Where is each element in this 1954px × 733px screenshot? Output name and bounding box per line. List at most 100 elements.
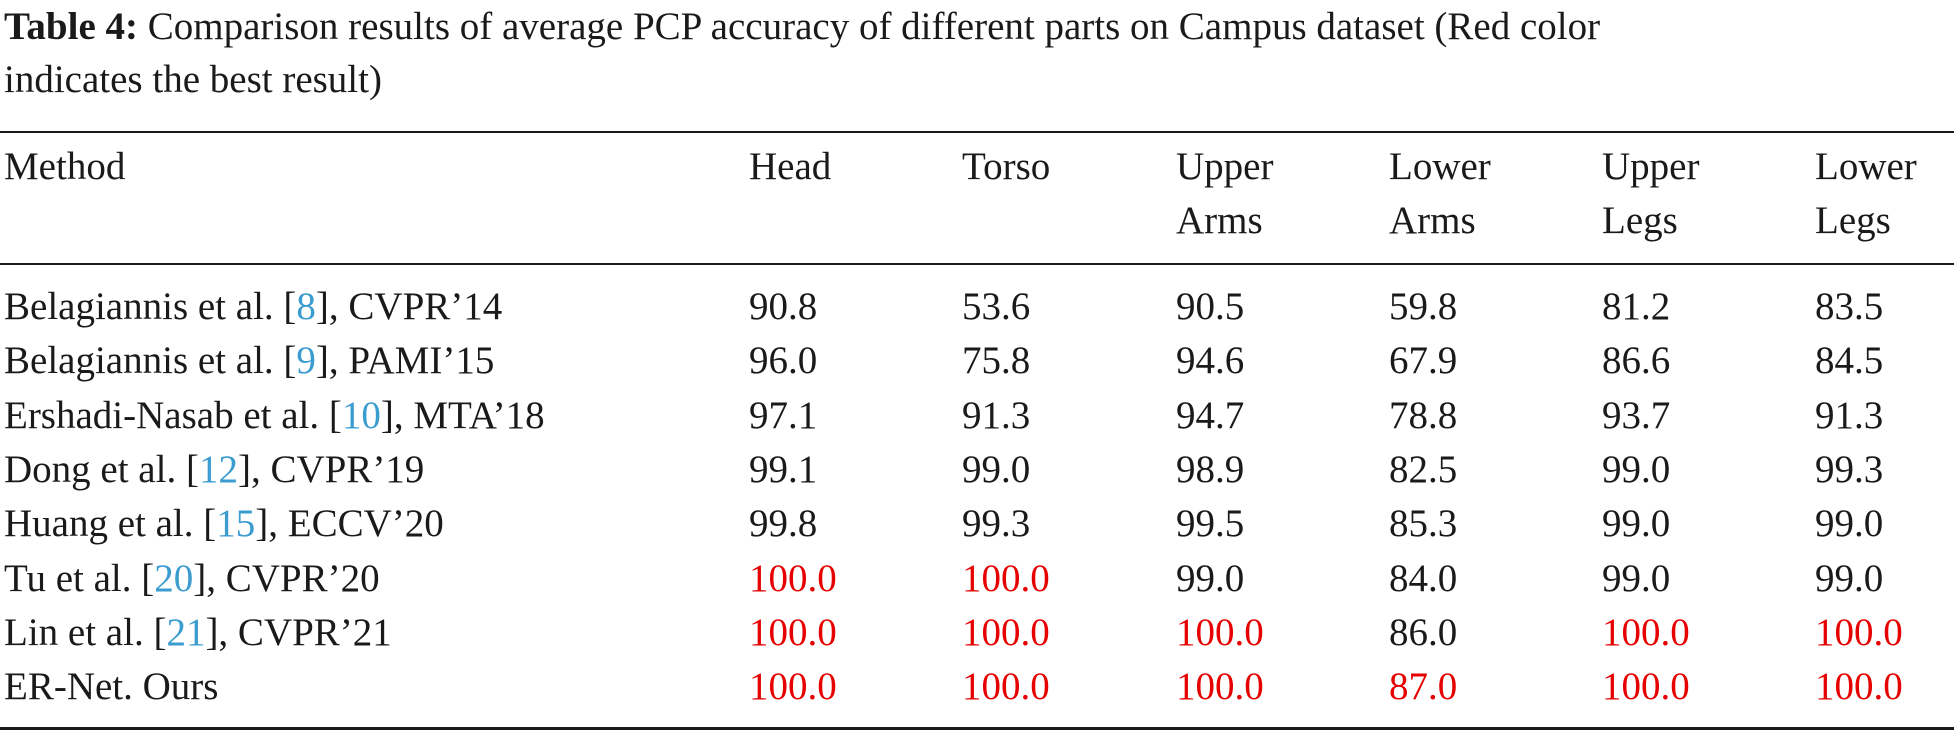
method-author: Belagiannis et al. [ (4, 339, 297, 383)
citation-link[interactable]: 12 (198, 447, 238, 491)
method-venue: ], CVPR’21 (205, 610, 392, 654)
method-venue: ], CVPR’20 (193, 556, 380, 600)
method-author: Huang et al. [ (4, 502, 217, 546)
header-upper-arms: Upper Arms (1176, 145, 1274, 242)
value-cell: 78.8 (1389, 393, 1458, 437)
method-venue: ], CVPR’19 (237, 447, 425, 491)
bottom-rule (0, 727, 1954, 730)
value-cell: 90.5 (1176, 285, 1245, 328)
method-author: Tu et al. [ (4, 556, 155, 600)
value-cell: 100.0 (749, 610, 837, 654)
header-torso: Torso (962, 145, 1051, 188)
value-cell: 99.5 (1176, 502, 1245, 546)
value-cell: 100.0 (749, 665, 837, 709)
value-cell: 83.5 (1815, 285, 1884, 328)
value-cell: 93.7 (1602, 393, 1671, 437)
value-cell: 82.5 (1389, 447, 1458, 491)
method-author: Lin et al. [ (4, 610, 167, 654)
value-cell: 99.3 (962, 502, 1031, 546)
table-row: Belagiannis et al. [9], PAMI’15 96.0 75.8 9… (0, 334, 1954, 388)
header-method: Method (4, 145, 126, 188)
value-cell: 59.8 (1389, 285, 1458, 328)
value-cell: 99.0 (1815, 556, 1884, 600)
method-cell: Huang et al. [15], ECCV’20 (4, 497, 444, 551)
caption-line-2: indicates the best result) (4, 58, 382, 101)
value-cell: 99.0 (1602, 447, 1671, 491)
value-cell: 100.0 (1176, 665, 1264, 709)
value-cell: 91.3 (1815, 393, 1884, 437)
caption-line-1: Table 4: Comparison results of average P… (4, 0, 1954, 53)
caption-label: Table 4: (4, 5, 139, 48)
value-cell: 94.6 (1176, 339, 1245, 383)
citation-link[interactable]: 10 (341, 393, 381, 437)
value-cell: 97.1 (749, 393, 818, 437)
header-lower-arms: Lower Arms (1389, 145, 1491, 242)
value-cell: 96.0 (749, 339, 818, 383)
header-lower-legs: Lower Legs (1815, 145, 1917, 242)
value-cell: 98.9 (1176, 447, 1245, 491)
method-venue: ], MTA’18 (380, 393, 545, 437)
method-cell: Tu et al. [20], CVPR’20 (4, 552, 380, 606)
method-venue: ], ECCV’20 (255, 502, 444, 546)
value-cell: 81.2 (1602, 285, 1671, 328)
value-cell: 99.0 (1176, 556, 1245, 600)
value-cell: 84.5 (1815, 339, 1884, 383)
citation-link[interactable]: 9 (296, 339, 316, 383)
table-row: Ershadi-Nasab et al. [10], MTA’18 97.1 91.… (0, 389, 1954, 443)
value-cell: 99.0 (1602, 556, 1671, 600)
table-row: Belagiannis et al. [8], CVPR’14 90.8 53.6 9… (0, 280, 1954, 334)
value-cell: 99.3 (1815, 447, 1884, 491)
method-author: Belagiannis et al. [ (4, 285, 297, 328)
method-cell: Belagiannis et al. [9], PAMI’15 (4, 334, 494, 388)
caption-text-1: Comparison results of average PCP accura… (138, 5, 1601, 48)
value-cell: 87.0 (1389, 665, 1458, 709)
table-row: Lin et al. [21], CVPR’21 100.0 100.0 100.0 8… (0, 606, 1954, 660)
value-cell: 75.8 (962, 339, 1031, 383)
header-head: Head (749, 145, 832, 188)
value-cell: 99.1 (749, 447, 818, 491)
table-caption: Table 4: Comparison results of average P… (4, 0, 1954, 106)
value-cell: 94.7 (1176, 393, 1245, 437)
value-cell: 99.0 (962, 447, 1031, 491)
value-cell: 100.0 (1602, 665, 1690, 709)
table-row: Tu et al. [20], CVPR’20 100.0 100.0 99.0 84.… (0, 552, 1954, 606)
header-upper-legs: Upper Legs (1602, 145, 1700, 242)
value-cell: 67.9 (1389, 339, 1458, 383)
top-rule (0, 131, 1954, 133)
value-cell: 100.0 (962, 665, 1050, 709)
value-cell: 100.0 (962, 556, 1050, 600)
value-cell: 85.3 (1389, 502, 1458, 546)
table-row: Huang et al. [15], ECCV’20 99.8 99.3 99.5 85… (0, 497, 1954, 551)
value-cell: 91.3 (962, 393, 1031, 437)
citation-link[interactable]: 15 (216, 502, 256, 546)
value-cell: 86.0 (1389, 610, 1458, 654)
value-cell: 100.0 (1815, 610, 1903, 654)
method-cell: ER-Net. Ours (4, 660, 218, 714)
value-cell: 90.8 (749, 285, 818, 328)
method-cell: Belagiannis et al. [8], CVPR’14 (4, 280, 502, 334)
citation-link[interactable]: 8 (296, 285, 316, 328)
citation-link[interactable]: 21 (166, 610, 206, 654)
value-cell: 53.6 (962, 285, 1031, 328)
method-author: Dong et al. [ (4, 447, 199, 491)
value-cell: 99.8 (749, 502, 818, 546)
value-cell: 100.0 (1176, 610, 1264, 654)
method-cell: Ershadi-Nasab et al. [10], MTA’18 (4, 389, 545, 443)
header-rule (0, 263, 1954, 265)
value-cell: 100.0 (962, 610, 1050, 654)
value-cell: 100.0 (1815, 665, 1903, 709)
method-author: ER-Net. Ours (4, 665, 219, 709)
value-cell: 99.0 (1815, 502, 1884, 546)
table-row: Dong et al. [12], CVPR’19 99.1 99.0 98.9 82.… (0, 443, 1954, 497)
method-author: Ershadi-Nasab et al. [ (4, 393, 342, 437)
value-cell: 100.0 (1602, 610, 1690, 654)
method-cell: Dong et al. [12], CVPR’19 (4, 443, 424, 497)
citation-link[interactable]: 20 (154, 556, 194, 600)
value-cell: 99.0 (1602, 502, 1671, 546)
value-cell: 84.0 (1389, 556, 1458, 600)
value-cell: 86.6 (1602, 339, 1671, 383)
method-venue: ], PAMI’15 (315, 339, 495, 383)
value-cell: 100.0 (749, 556, 837, 600)
method-venue: ], CVPR’14 (315, 285, 503, 328)
table-row: ER-Net. Ours 100.0 100.0 100.0 87.0 100.0 100.… (0, 660, 1954, 714)
